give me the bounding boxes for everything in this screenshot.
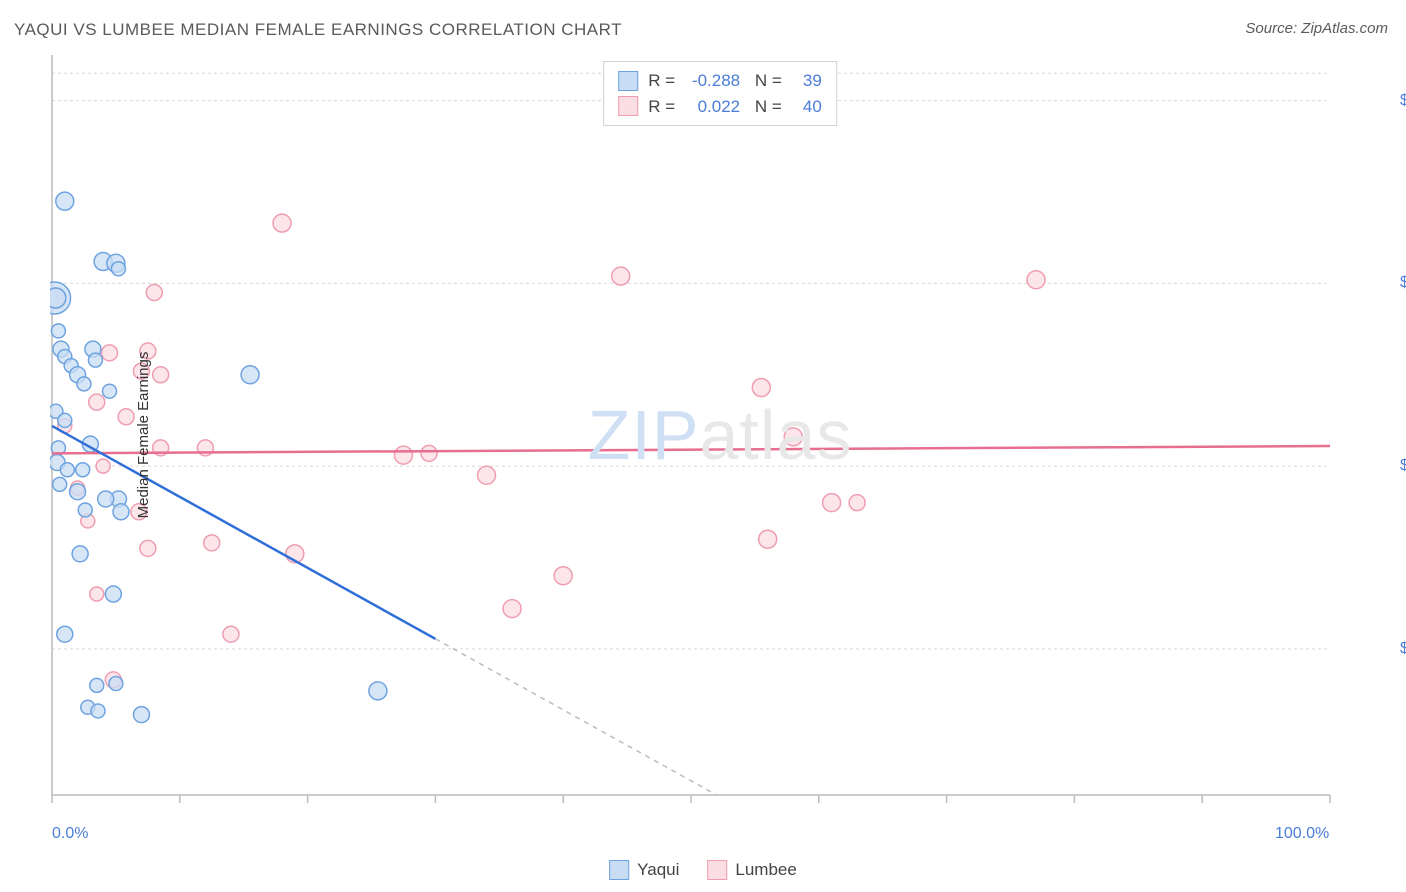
swatch-yaqui bbox=[618, 71, 638, 91]
swatch-yaqui-legend bbox=[609, 860, 629, 880]
n-value-yaqui: 39 bbox=[792, 68, 822, 94]
y-tick-label: $20,000 bbox=[1400, 640, 1406, 658]
source-attribution: Source: ZipAtlas.com bbox=[1245, 20, 1388, 37]
legend-label-lumbee: Lumbee bbox=[735, 860, 796, 880]
plot-svg bbox=[50, 55, 1390, 815]
y-tick-label: $30,000 bbox=[1400, 457, 1406, 475]
series-legend: Yaqui Lumbee bbox=[609, 860, 797, 880]
source-name: ZipAtlas.com bbox=[1301, 20, 1388, 37]
y-tick-label: $40,000 bbox=[1400, 274, 1406, 292]
n-value-lumbee: 40 bbox=[792, 94, 822, 120]
legend-item-lumbee: Lumbee bbox=[707, 860, 796, 880]
swatch-lumbee bbox=[618, 96, 638, 116]
source-label: Source: bbox=[1245, 20, 1297, 37]
x-tick-label: 0.0% bbox=[52, 825, 88, 843]
swatch-lumbee-legend bbox=[707, 860, 727, 880]
r-value-yaqui: -0.288 bbox=[685, 68, 740, 94]
y-axis-label: Median Female Earnings bbox=[135, 352, 152, 519]
x-tick-label: 100.0% bbox=[1275, 825, 1329, 843]
legend-item-yaqui: Yaqui bbox=[609, 860, 679, 880]
y-tick-label: $50,000 bbox=[1400, 92, 1406, 110]
stats-row-lumbee: R = 0.022 N = 40 bbox=[618, 94, 822, 120]
chart-title: YAQUI VS LUMBEE MEDIAN FEMALE EARNINGS C… bbox=[14, 20, 622, 40]
r-value-lumbee: 0.022 bbox=[685, 94, 740, 120]
scatter-chart: Median Female Earnings ZIPatlas R = -0.2… bbox=[50, 55, 1390, 815]
chart-container: YAQUI VS LUMBEE MEDIAN FEMALE EARNINGS C… bbox=[0, 0, 1406, 892]
stats-row-yaqui: R = -0.288 N = 39 bbox=[618, 68, 822, 94]
stats-legend: R = -0.288 N = 39 R = 0.022 N = 40 bbox=[603, 61, 837, 126]
legend-label-yaqui: Yaqui bbox=[637, 860, 679, 880]
